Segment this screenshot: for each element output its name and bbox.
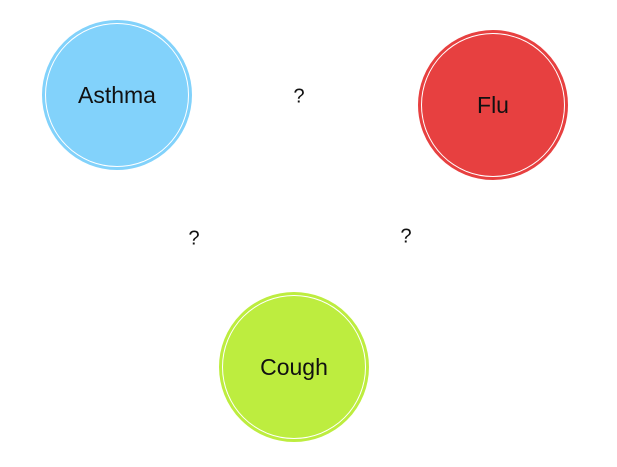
node-flu-fill: Flu (422, 34, 564, 176)
edge-label-flu-cough: ? (400, 225, 412, 248)
node-cough-label: Cough (260, 353, 328, 380)
node-asthma-label: Asthma (78, 81, 156, 108)
node-asthma[interactable]: Asthma (42, 20, 192, 170)
node-asthma-fill: Asthma (46, 24, 188, 166)
node-cough-fill: Cough (223, 296, 365, 438)
edge-label-asthma-cough: ? (188, 227, 200, 250)
edge-label-asthma-flu: ? (293, 85, 305, 108)
node-flu[interactable]: Flu (418, 30, 568, 180)
node-cough[interactable]: Cough (219, 292, 369, 442)
node-flu-label: Flu (477, 91, 509, 118)
